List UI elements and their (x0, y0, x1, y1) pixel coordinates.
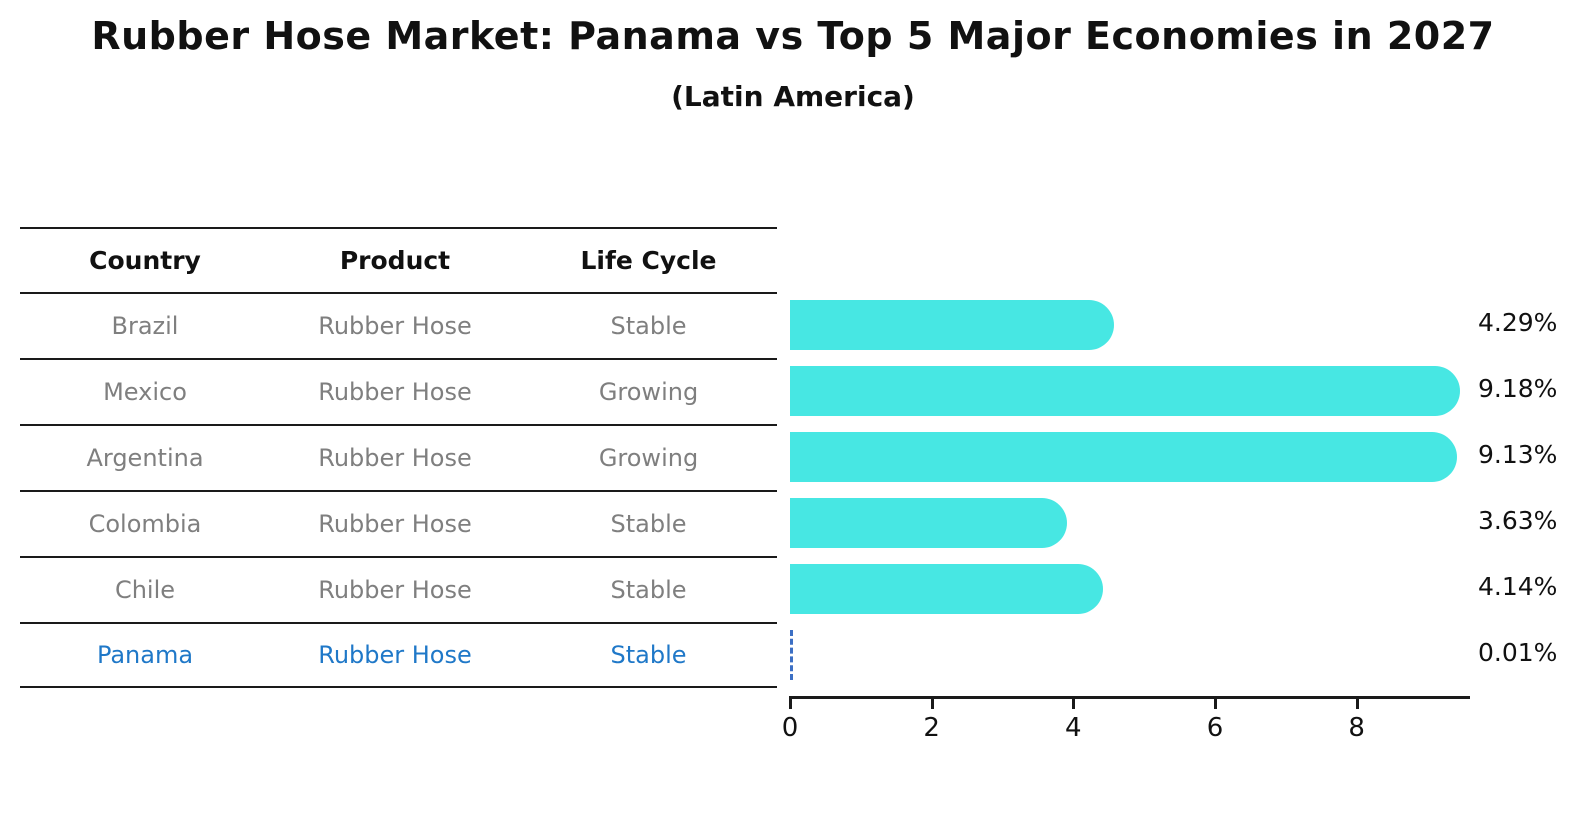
value-label-panama: 0.01% (1478, 638, 1558, 667)
table-row-argentina: Argentina Rubber Hose Growing (20, 424, 777, 490)
value-label-mexico: 9.18% (1478, 374, 1558, 403)
x-axis-tick (789, 696, 792, 709)
table-cell: Stable (610, 641, 687, 669)
x-axis-tick (1355, 696, 1359, 709)
table-cell: Argentina (86, 444, 204, 472)
table-row-panama: Panama Rubber Hose Stable (20, 622, 777, 688)
table-cell: Stable (610, 510, 687, 538)
table-cell: Panama (96, 641, 194, 669)
table-cell: Colombia (88, 510, 202, 538)
table-cell: Rubber Hose (318, 641, 472, 669)
chart-subtitle: (Latin America) (671, 80, 915, 113)
x-axis-tick (1214, 696, 1217, 709)
table-cell: Growing (598, 378, 699, 406)
value-label-brazil: 4.29% (1478, 308, 1558, 337)
x-axis-tick (1072, 696, 1076, 709)
x-axis-tick (930, 696, 934, 709)
bar-chile (790, 564, 1104, 614)
table-cell: Rubber Hose (318, 378, 472, 406)
value-label-chile: 4.14% (1478, 572, 1558, 601)
table-row-colombia: Colombia Rubber Hose Stable (20, 490, 777, 556)
table-cell: Growing (598, 444, 699, 472)
country-table: Country Product Life Cycle Brazil Rubber Hos… (20, 227, 777, 688)
table-cell: Rubber Hose (318, 444, 472, 472)
table-cell: Rubber Hose (318, 510, 472, 538)
bar-mexico (790, 366, 1461, 416)
value-label-colombia: 3.63% (1478, 506, 1558, 535)
table-cell: Rubber Hose (318, 576, 472, 604)
x-axis-tick-label: 0 (781, 713, 799, 743)
x-axis-tick-label: 4 (1065, 713, 1082, 743)
x-axis-tick-label: 6 (1206, 713, 1224, 743)
table-row-brazil: Brazil Rubber Hose Stable (20, 292, 777, 358)
table-cell: Mexico (103, 378, 187, 406)
table-header-cell: Country (89, 246, 201, 275)
bar-argentina (790, 432, 1457, 482)
table-row-chile: Chile Rubber Hose Stable (20, 556, 777, 622)
table-header-cell: Product (339, 246, 451, 275)
table-cell: Rubber Hose (318, 312, 472, 340)
bar-colombia (790, 498, 1068, 548)
table-cell: Brazil (111, 312, 179, 340)
table-row-mexico: Mexico Rubber Hose Growing (20, 358, 777, 424)
table-cell: Stable (610, 312, 687, 340)
table-cell: Stable (610, 576, 687, 604)
bar-panama-dashed (790, 630, 793, 680)
table-header-cell: Life Cycle (580, 246, 717, 275)
table-cell: Chile (114, 576, 176, 604)
bar-brazil (790, 300, 1114, 350)
bar-plot-area: 0 2 4 6 8 (782, 227, 1470, 743)
x-axis-tick-label: 2 (923, 713, 940, 743)
table-header-row: Country Product Life Cycle (20, 227, 777, 292)
value-label-argentina: 9.13% (1478, 440, 1558, 469)
chart-title: Rubber Hose Market: Panama vs Top 5 Majo… (91, 14, 1495, 58)
x-axis-tick-label: 8 (1348, 713, 1365, 743)
